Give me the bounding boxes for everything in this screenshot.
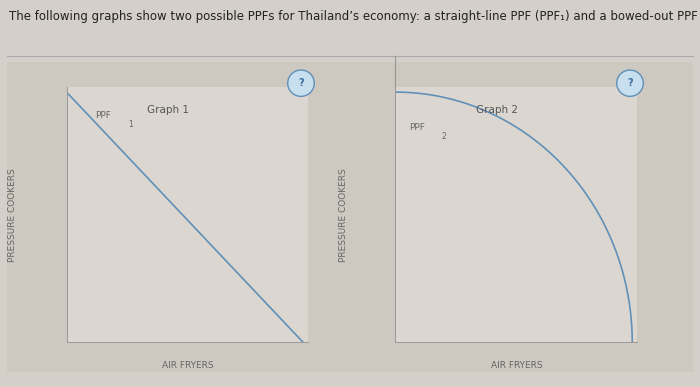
Text: 2: 2 xyxy=(442,132,446,141)
Text: 1: 1 xyxy=(128,120,133,128)
Text: The following graphs show two possible PPFs for Thailand’s economy: a straight-l: The following graphs show two possible P… xyxy=(9,10,700,23)
Text: Graph 1: Graph 1 xyxy=(147,105,189,115)
Text: Graph 2: Graph 2 xyxy=(476,105,518,115)
Text: AIR FRYERS: AIR FRYERS xyxy=(162,361,214,370)
Text: PRESSURE COOKERS: PRESSURE COOKERS xyxy=(339,168,347,262)
Text: ?: ? xyxy=(298,78,304,88)
Text: PPF: PPF xyxy=(409,123,425,132)
Text: ?: ? xyxy=(627,78,633,88)
Text: AIR FRYERS: AIR FRYERS xyxy=(491,361,542,370)
Text: PPF: PPF xyxy=(95,111,111,120)
Text: PRESSURE COOKERS: PRESSURE COOKERS xyxy=(8,168,17,262)
